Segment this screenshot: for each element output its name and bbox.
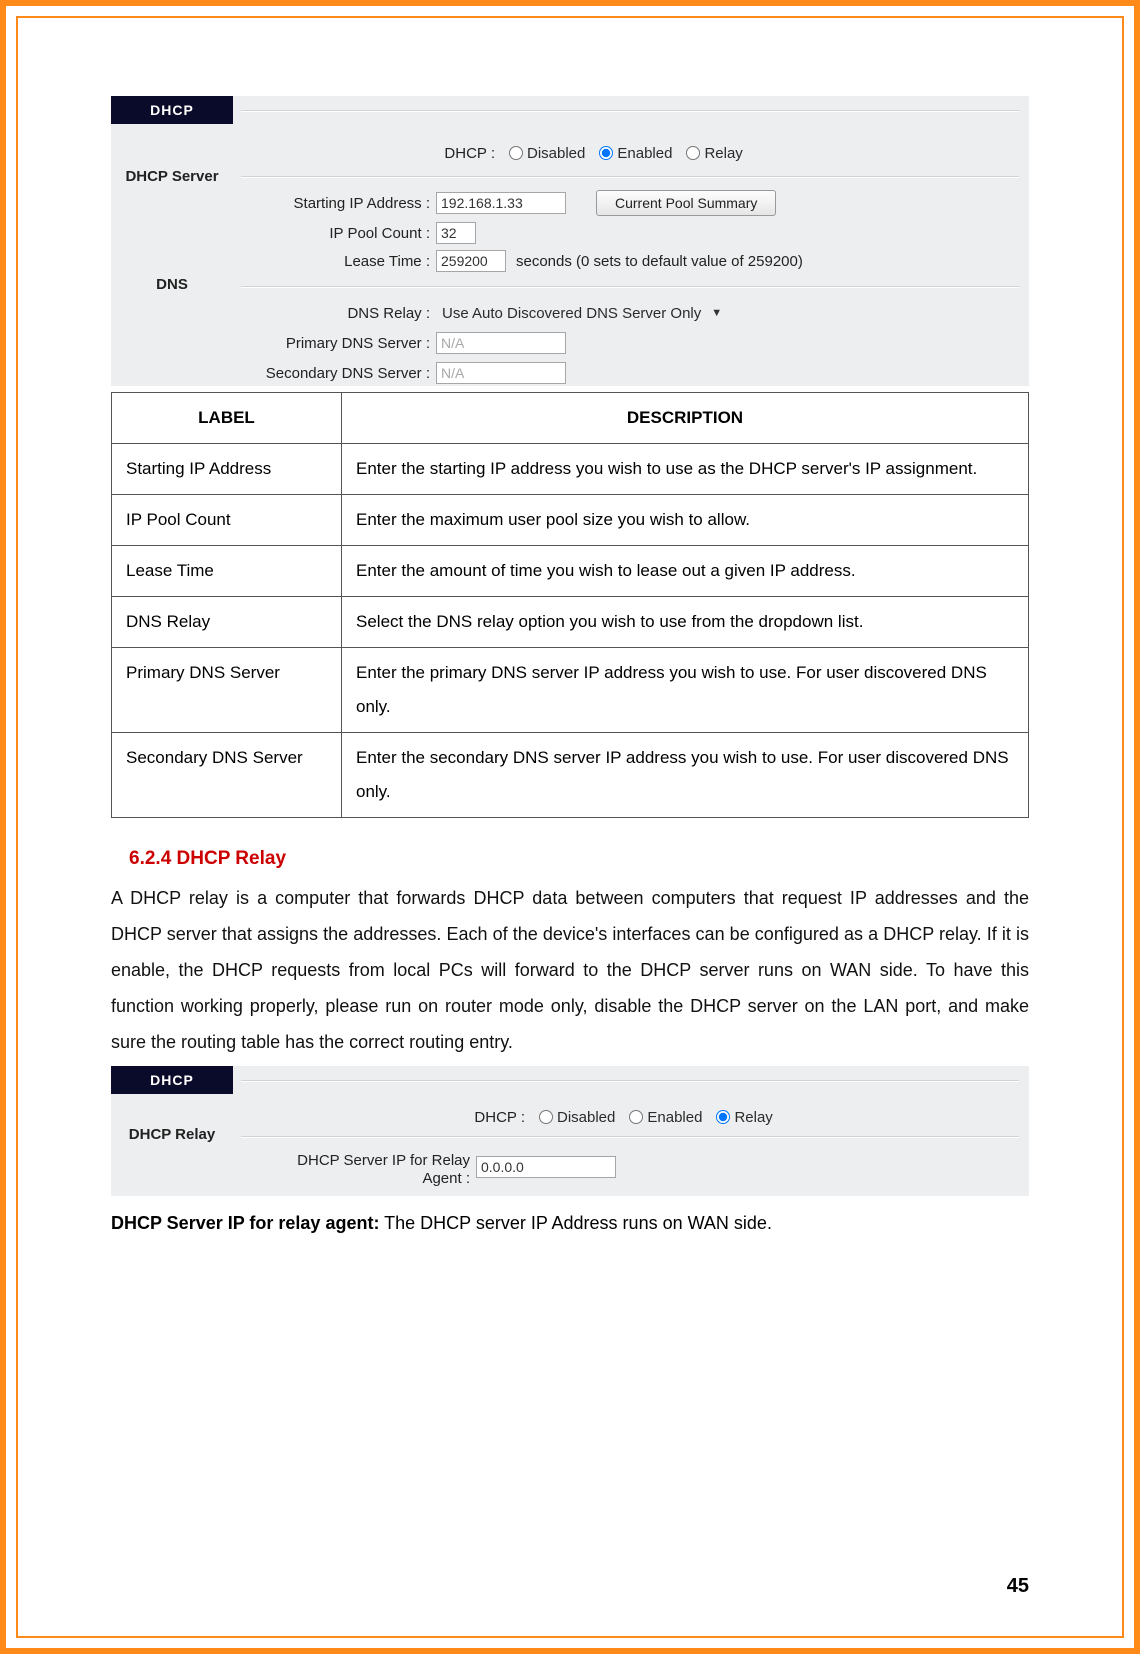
table-row: IP Pool CountEnter the maximum user pool… [112, 495, 1029, 546]
table-row: Primary DNS ServerEnter the primary DNS … [112, 648, 1029, 733]
dns-relay-label: DNS Relay : [241, 305, 436, 322]
starting-ip-label: Starting IP Address : [241, 195, 436, 212]
pool-summary-button[interactable]: Current Pool Summary [596, 190, 776, 216]
relay-note-bold: DHCP Server IP for relay agent: [111, 1213, 379, 1233]
secondary-dns-label: Secondary DNS Server : [241, 365, 436, 382]
pool-count-input[interactable] [436, 222, 476, 244]
radio-enabled[interactable] [599, 146, 613, 160]
primary-dns-input[interactable] [436, 332, 566, 354]
lease-time-note: seconds (0 sets to default value of 2592… [516, 253, 803, 270]
radio-relay-label-2: Relay [734, 1109, 772, 1126]
lease-time-label: Lease Time : [241, 253, 436, 270]
chevron-down-icon: ▼ [711, 307, 722, 319]
dhcp-server-screenshot: DHCP DHCP Server DHCP : Disabled Enabled… [111, 96, 1029, 386]
dns-relay-select[interactable]: Use Auto Discovered DNS Server Only ▼ [436, 302, 728, 324]
col-label: LABEL [112, 393, 342, 444]
radio-disabled-label: Disabled [527, 145, 585, 162]
pool-count-label: IP Pool Count : [241, 225, 436, 242]
radio-relay[interactable] [686, 146, 700, 160]
tab-dhcp: DHCP [111, 96, 233, 124]
radio-relay-label: Relay [704, 145, 742, 162]
section-dhcp-relay: DHCP Relay [111, 1126, 233, 1143]
radio-disabled-2[interactable] [539, 1110, 553, 1124]
page-number: 45 [1007, 1575, 1029, 1598]
relay-ip-label: DHCP Server IP for Relay Agent : [241, 1150, 476, 1188]
body-paragraph: A DHCP relay is a computer that forwards… [111, 880, 1029, 1060]
section-dns: DNS [111, 276, 233, 293]
dns-relay-value: Use Auto Discovered DNS Server Only [442, 305, 701, 322]
tab-dhcp-2: DHCP [111, 1066, 233, 1094]
radio-disabled-label-2: Disabled [557, 1109, 615, 1126]
relay-ip-input[interactable] [476, 1156, 616, 1178]
description-table: LABEL DESCRIPTION Starting IP AddressEnt… [111, 392, 1029, 818]
relay-note: DHCP Server IP for relay agent: The DHCP… [111, 1206, 1029, 1240]
starting-ip-input[interactable] [436, 192, 566, 214]
table-row: DNS RelaySelect the DNS relay option you… [112, 597, 1029, 648]
dhcp-mode-label-2: DHCP : [241, 1109, 531, 1126]
relay-note-text: The DHCP server IP Address runs on WAN s… [379, 1213, 772, 1233]
primary-dns-label: Primary DNS Server : [241, 335, 436, 352]
col-desc: DESCRIPTION [342, 393, 1029, 444]
radio-disabled[interactable] [509, 146, 523, 160]
table-row: Secondary DNS ServerEnter the secondary … [112, 733, 1029, 818]
dhcp-mode-label: DHCP : [241, 145, 501, 162]
section-heading: 6.2.4 DHCP Relay [129, 848, 1029, 870]
lease-time-input[interactable] [436, 250, 506, 272]
radio-enabled-2[interactable] [629, 1110, 643, 1124]
secondary-dns-input[interactable] [436, 362, 566, 384]
radio-enabled-label-2: Enabled [647, 1109, 702, 1126]
table-header-row: LABEL DESCRIPTION [112, 393, 1029, 444]
table-row: Starting IP AddressEnter the starting IP… [112, 444, 1029, 495]
radio-enabled-label: Enabled [617, 145, 672, 162]
table-row: Lease TimeEnter the amount of time you w… [112, 546, 1029, 597]
section-dhcp-server: DHCP Server [111, 168, 233, 185]
radio-relay-2[interactable] [716, 1110, 730, 1124]
dhcp-relay-screenshot: DHCP DHCP Relay DHCP : Disabled Enabled … [111, 1066, 1029, 1196]
